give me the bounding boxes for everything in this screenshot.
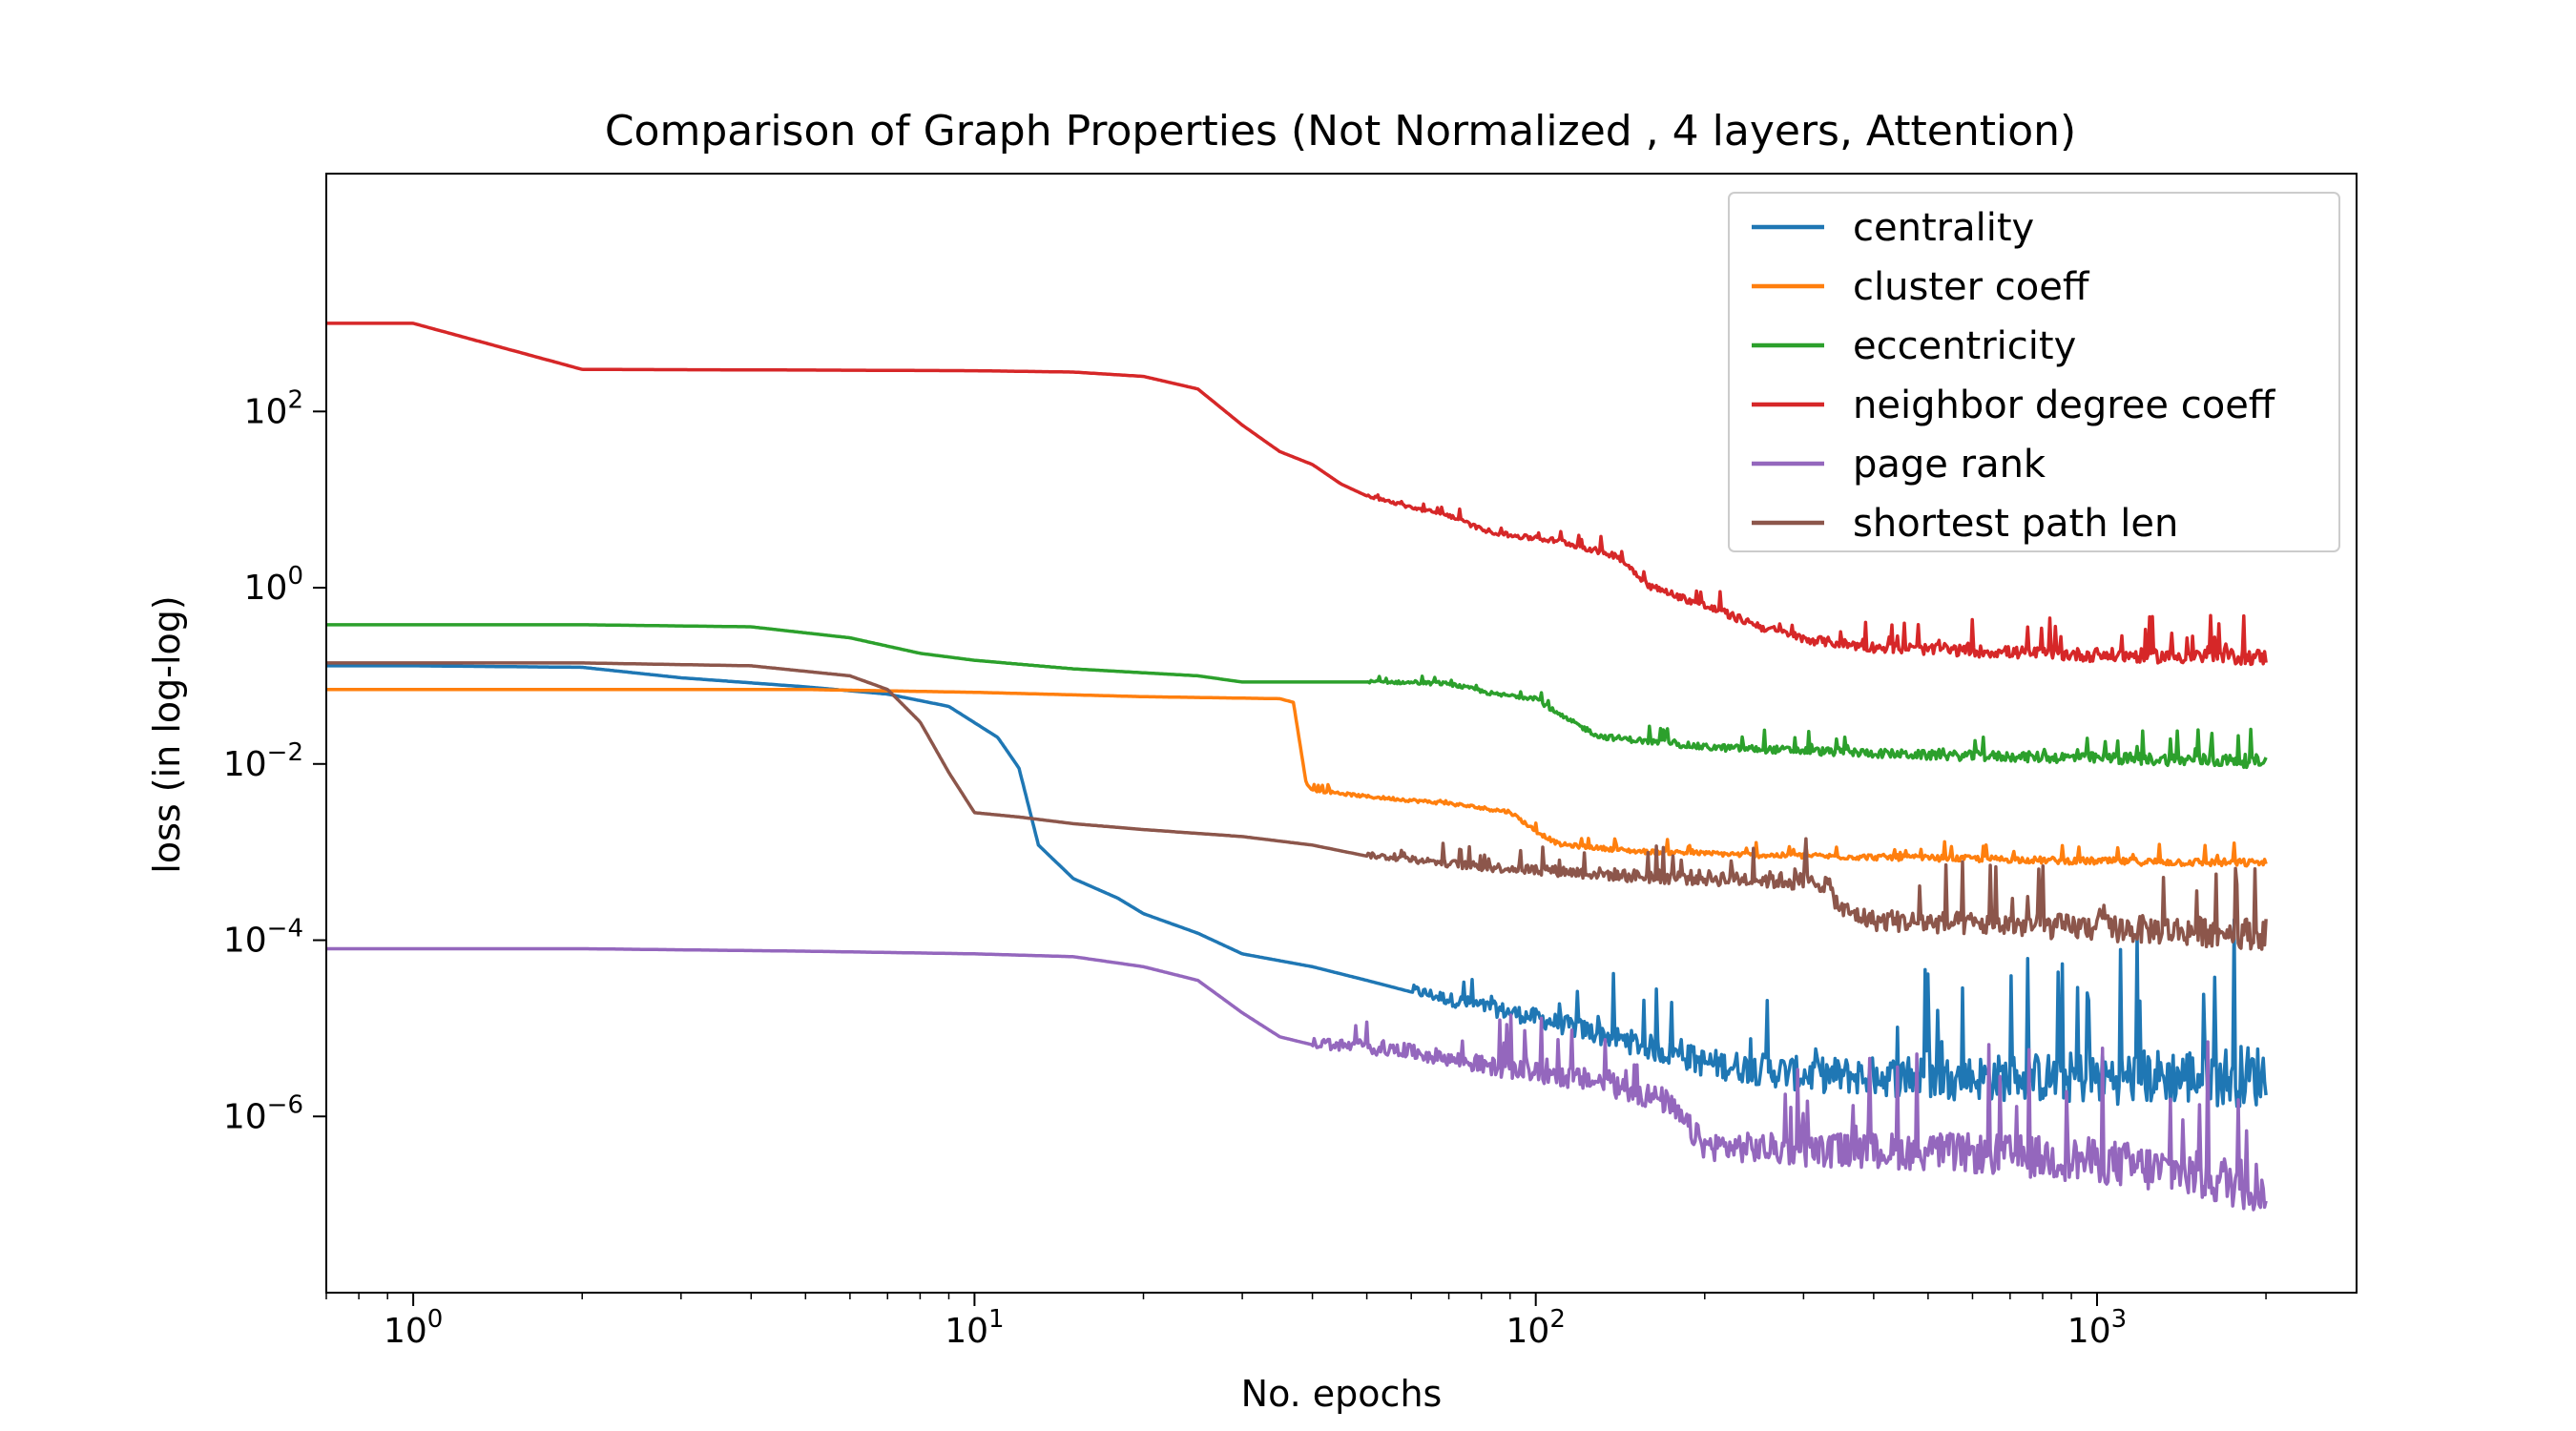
y-tick-label: 10−2	[223, 738, 303, 784]
chart-title: Comparison of Graph Properties (Not Norm…	[605, 107, 2076, 156]
plot-area: 100 101 102 103 10−6 10−4 10−2 100 102	[223, 173, 2358, 1351]
legend-label: eccentricity	[1853, 324, 2076, 368]
legend-label: neighbor degree coeff	[1853, 384, 2276, 427]
legend-label: page rank	[1853, 443, 2046, 487]
series-line-3	[326, 321, 2268, 667]
series-line-2	[326, 623, 2268, 770]
legend-label: shortest path len	[1853, 502, 2178, 546]
legend-box	[1728, 192, 2340, 552]
y-tick-label: 102	[244, 385, 303, 431]
y-tick-label: 10−4	[223, 915, 303, 961]
x-tick-label: 103	[2067, 1305, 2127, 1351]
series-line-1	[326, 687, 2268, 868]
y-tick-label: 100	[244, 562, 303, 608]
y-axis-label: loss (in log-log)	[146, 595, 188, 873]
y-axis: 10−6 10−4 10−2 100 102	[223, 385, 326, 1136]
y-tick-label: 10−6	[223, 1090, 303, 1136]
x-tick-label: 101	[945, 1305, 1004, 1351]
legend: centrality cluster coeff eccentricity neigh…	[1728, 192, 2340, 552]
x-tick-label: 100	[384, 1305, 443, 1351]
legend-label: centrality	[1853, 206, 2034, 250]
x-axis: 100 101 102 103	[325, 1293, 2267, 1351]
series-lines	[326, 321, 2268, 1212]
legend-label: cluster coeff	[1853, 265, 2090, 309]
series-line-5	[326, 661, 2268, 951]
series-line-4	[326, 946, 2268, 1212]
series-line-0	[326, 664, 2268, 1109]
x-axis-label: No. epochs	[1241, 1373, 1443, 1415]
x-tick-label: 102	[1506, 1305, 1566, 1351]
plot-frame	[325, 173, 2358, 1294]
